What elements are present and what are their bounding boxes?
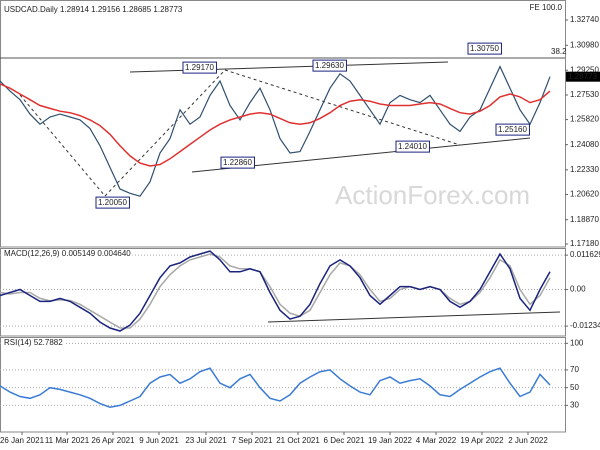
annotation: 38.2 (551, 47, 567, 56)
price-label: 1.28773 (568, 72, 597, 81)
annotation: 1.30750 (470, 44, 499, 53)
title-bg (3, 249, 133, 259)
x-tick-label: 11 Mar 2021 (45, 436, 90, 445)
y-tick-label: 1.30980 (570, 40, 599, 49)
panel-title: USDCAD.Daily 1.28914 1.29156 1.28685 1.2… (4, 5, 183, 14)
trendlines (0, 57, 565, 323)
annotation-box (467, 42, 502, 55)
y-tick-label: 50 (570, 383, 579, 392)
trendline (224, 69, 461, 146)
annotation: 1.24010 (398, 142, 427, 151)
panel-title: MACD(12,26,9) 0.005149 0.004640 (4, 249, 131, 258)
annotation-box (395, 140, 430, 153)
annotation-box (495, 123, 530, 136)
x-tick-label: 23 Jul 2021 (185, 436, 227, 445)
y-tick-label: 1.17180 (570, 239, 599, 248)
x-tick-label: 9 Jun 2021 (139, 436, 179, 445)
y-tick-label: 30 (570, 401, 579, 410)
series-line (0, 250, 551, 332)
x-tick-label: 21 Oct 2021 (276, 436, 320, 445)
x-tick-label: 2 Jun 2022 (508, 436, 548, 445)
series-line (0, 65, 551, 197)
y-tick-label: 1.24080 (570, 140, 599, 149)
trendline (267, 311, 561, 323)
corner-label: FE 100.0 (530, 3, 563, 12)
series-line (0, 253, 551, 329)
y-tick-label: 1.18870 (570, 215, 599, 224)
annotation: 1.25160 (498, 125, 527, 134)
trendline (104, 69, 226, 197)
annotation: 1.20050 (98, 198, 127, 207)
annotation-box (312, 59, 347, 72)
x-tick-label: 7 Sep 2021 (232, 436, 273, 445)
price-box (566, 71, 600, 82)
panel-frame (0, 337, 566, 433)
annotation-box (220, 156, 255, 169)
annotation-box (182, 61, 217, 74)
y-tick-label: 1.27530 (570, 90, 599, 99)
y-tick-label: 1.25820 (570, 115, 599, 124)
y-tick-label: 100 (570, 338, 584, 347)
y-tick-label: -0.012348 (570, 321, 600, 330)
y-tick-label: 0.00 (570, 285, 586, 294)
series-line (0, 367, 551, 408)
y-tick-label: 1.22330 (570, 165, 599, 174)
annotation-box (95, 196, 130, 209)
x-tick-label: 19 Jan 2022 (368, 436, 413, 445)
x-tick-label: 6 Dec 2021 (324, 436, 365, 445)
panel-title: RSI(14) 52.7882 (4, 338, 63, 347)
watermark: ActionForex.com (335, 180, 530, 210)
x-tick-label: 19 Apr 2022 (460, 436, 504, 445)
title-bg (3, 5, 184, 15)
annotation: 1.22860 (223, 158, 252, 167)
title-bg (3, 338, 65, 348)
annotation: 1.29630 (315, 61, 344, 70)
y-tick-label: 70 (570, 365, 579, 374)
x-tick-label: 26 Jan 2021 (0, 436, 45, 445)
panel-frame (0, 0, 566, 248)
x-tick-label: 4 Mar 2022 (416, 436, 457, 445)
annotation: 1.29170 (185, 63, 214, 72)
y-tick-label: 0.011629 (570, 250, 600, 259)
y-tick-label: 1.20620 (570, 190, 599, 199)
y-tick-label: 1.29250 (570, 65, 599, 74)
series-line (0, 83, 551, 167)
y-tick-label: 1.32740 (570, 15, 599, 24)
trendline (19, 94, 106, 197)
x-tick-label: 26 Apr 2021 (91, 436, 135, 445)
